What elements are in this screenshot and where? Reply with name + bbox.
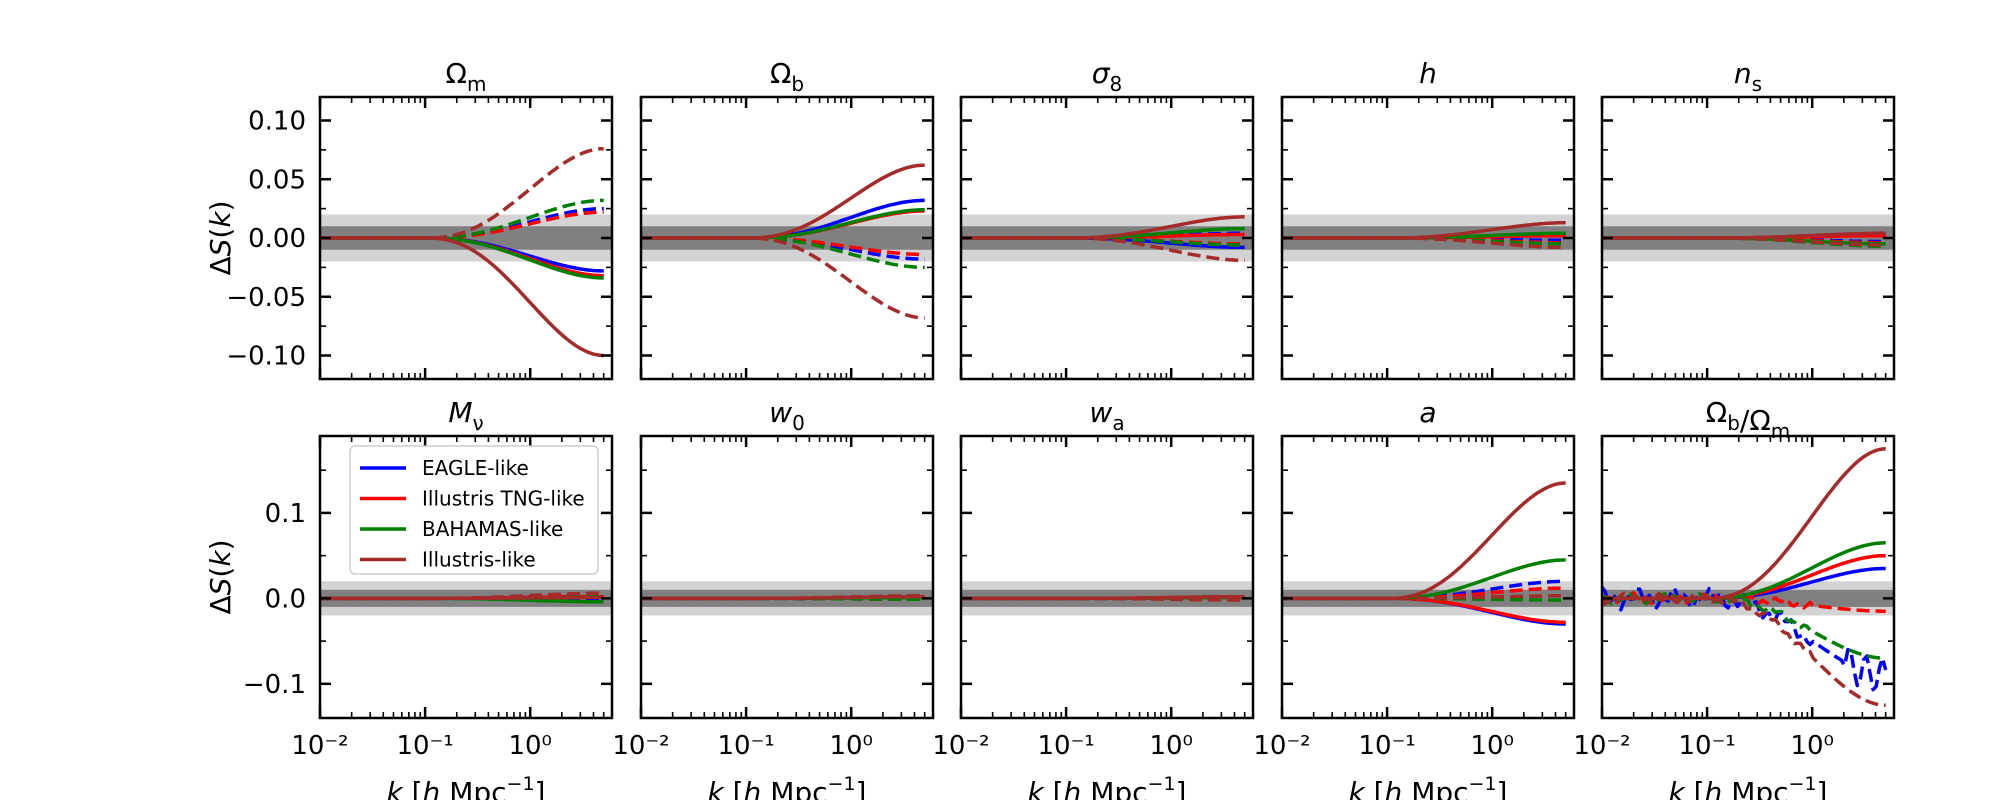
panel-6: 0.1 0.0 −0.1 ΔS(k) 10⁻² 10⁻¹ 10⁰ k [h Mpc−1] Mν (204, 396, 614, 800)
panel-6-illustris-like-dashed (320, 591, 604, 601)
panel-9: 10⁻² 10⁻¹ 10⁰ k [h Mpc−1] a (1253, 396, 1576, 800)
y-tick-label: −0.1 (243, 670, 306, 700)
panel-7-frame (639, 434, 935, 720)
panel-6-curves (320, 591, 604, 604)
panel-10-title: Ωb/Ωm (1706, 396, 1790, 443)
y-tick-label: 0.1 (265, 499, 306, 529)
panel-10-frame (1600, 434, 1896, 720)
y-axis-label: ΔS(k) (204, 200, 237, 275)
panel-4-illustris-like-dashed (1282, 236, 1566, 250)
panel-10-ticks (1600, 436, 1895, 718)
x-tick-label: 10⁻² (932, 731, 989, 761)
panel-7-illustris-like-dashed (641, 594, 925, 601)
panel-2: Ωb (639, 57, 935, 381)
x-tick-label: 10⁻¹ (396, 731, 453, 761)
legend-label-1: EAGLE-like (422, 456, 529, 480)
y-tick-label: 0.10 (248, 107, 306, 137)
panel-6-title: Mν (448, 396, 483, 435)
panel-4: h (1280, 57, 1576, 381)
x-tick-label: 10⁻² (1253, 731, 1310, 761)
x-tick-label: 10⁻¹ (1678, 731, 1735, 761)
panel-5-ticks (1600, 97, 1895, 379)
legend-label-4: Illustris-like (422, 548, 536, 572)
legend-frame (349, 445, 599, 575)
x-axis-label: k [h Mpc−1] (1349, 773, 1508, 800)
panel-5-illustris-like-dashed (1602, 236, 1886, 247)
panel-7: 10⁻² 10⁻¹ 10⁰ k [h Mpc−1] w0 (612, 396, 935, 800)
x-tick-label: 10⁰ (1149, 731, 1193, 761)
panel-10-curves (1602, 447, 1888, 707)
panel-5: ns (1600, 57, 1896, 381)
panel-4-title: h (1419, 57, 1437, 90)
panel-3-title: σ8 (1092, 57, 1122, 96)
panel-3-ticks (959, 97, 1254, 379)
y-tick-label: 0.00 (248, 224, 306, 254)
panel-1-illustris-like-dashed (320, 146, 604, 240)
panel-7-title: w0 (769, 396, 805, 435)
panel-2-ticks (639, 97, 934, 379)
panel-10: 10⁻² 10⁻¹ 10⁰ k [h Mpc−1] Ωb/Ωm (1573, 396, 1896, 800)
panel-3-illustris-like-dashed (961, 236, 1245, 263)
panel-10-illustris-like-dashed (1602, 591, 1886, 707)
panel-6-frame (318, 434, 614, 720)
x-tick-label: 10⁻² (291, 731, 348, 761)
panel-1-ticks (318, 97, 613, 379)
panel-7-curves (641, 594, 925, 601)
y-tick-label: 0.05 (248, 165, 306, 195)
panel-2-title: Ωb (770, 57, 804, 96)
x-axis-label: k [h Mpc−1] (708, 773, 867, 800)
panel-5-curves (1602, 231, 1886, 248)
panel-6-ticks (318, 436, 613, 718)
panel-1-band-inner (320, 226, 612, 250)
y-axis-label: ΔS(k) (204, 539, 237, 614)
x-tick-label: 10⁰ (1790, 731, 1834, 761)
x-tick-label: 10⁰ (1470, 731, 1514, 761)
y-tick-label: −0.05 (226, 283, 306, 313)
y-tick-label: −0.10 (226, 342, 306, 372)
panel-5-title: ns (1734, 57, 1762, 96)
x-tick-label: 10⁰ (829, 731, 873, 761)
panel-4-curves (1282, 220, 1566, 250)
panel-9-illustris-like-solid (1282, 481, 1566, 601)
legend-label-3: BAHAMAS-like (422, 517, 563, 541)
y-tick-label: 0.0 (265, 584, 306, 614)
panel-8-illustris-like-dashed (961, 596, 1245, 602)
panel-8-ticks (959, 436, 1254, 718)
panel-10-illustris-like-solid (1602, 447, 1886, 601)
x-tick-label: 10⁻² (1573, 731, 1630, 761)
panel-9-frame (1280, 434, 1576, 720)
x-axis-label: k [h Mpc−1] (1028, 773, 1187, 800)
panel-9-title: a (1419, 396, 1436, 429)
panel-2-illustris-like-dashed (641, 236, 925, 320)
panel-3: σ8 (959, 57, 1255, 381)
panel-8-title: wa (1089, 396, 1124, 435)
x-axis-label: k [h Mpc−1] (1669, 773, 1828, 800)
x-tick-label: 10⁻¹ (717, 731, 774, 761)
panel-1-title: Ωm (446, 57, 487, 96)
panel-2-curves (641, 163, 925, 320)
panel-7-ticks (639, 436, 934, 718)
x-tick-label: 10⁰ (508, 731, 552, 761)
panel-4-ticks (1280, 97, 1575, 379)
legend: EAGLE-like Illustris TNG-like BAHAMAS-like… (349, 445, 599, 575)
x-tick-label: 10⁻² (612, 731, 669, 761)
panel-1-curves (320, 146, 604, 358)
panel-9-ticks (1280, 436, 1575, 718)
panel-8-curves (961, 594, 1245, 602)
x-axis-label: k [h Mpc−1] (387, 773, 546, 800)
panel-8-frame (959, 434, 1255, 720)
panel-3-curves (961, 215, 1245, 263)
x-tick-label: 10⁻¹ (1358, 731, 1415, 761)
legend-label-2: Illustris TNG-like (422, 487, 585, 511)
panel-9-curves (1282, 481, 1566, 626)
x-tick-label: 10⁻¹ (1037, 731, 1094, 761)
panel-9-illustris-like-dashed (1282, 594, 1566, 601)
panel-1: 0.10 0.05 0.00 −0.05 −0.10 ΔS(k) Ωm (204, 57, 614, 381)
panel-8: 10⁻² 10⁻¹ 10⁰ k [h Mpc−1] wa (932, 396, 1255, 800)
